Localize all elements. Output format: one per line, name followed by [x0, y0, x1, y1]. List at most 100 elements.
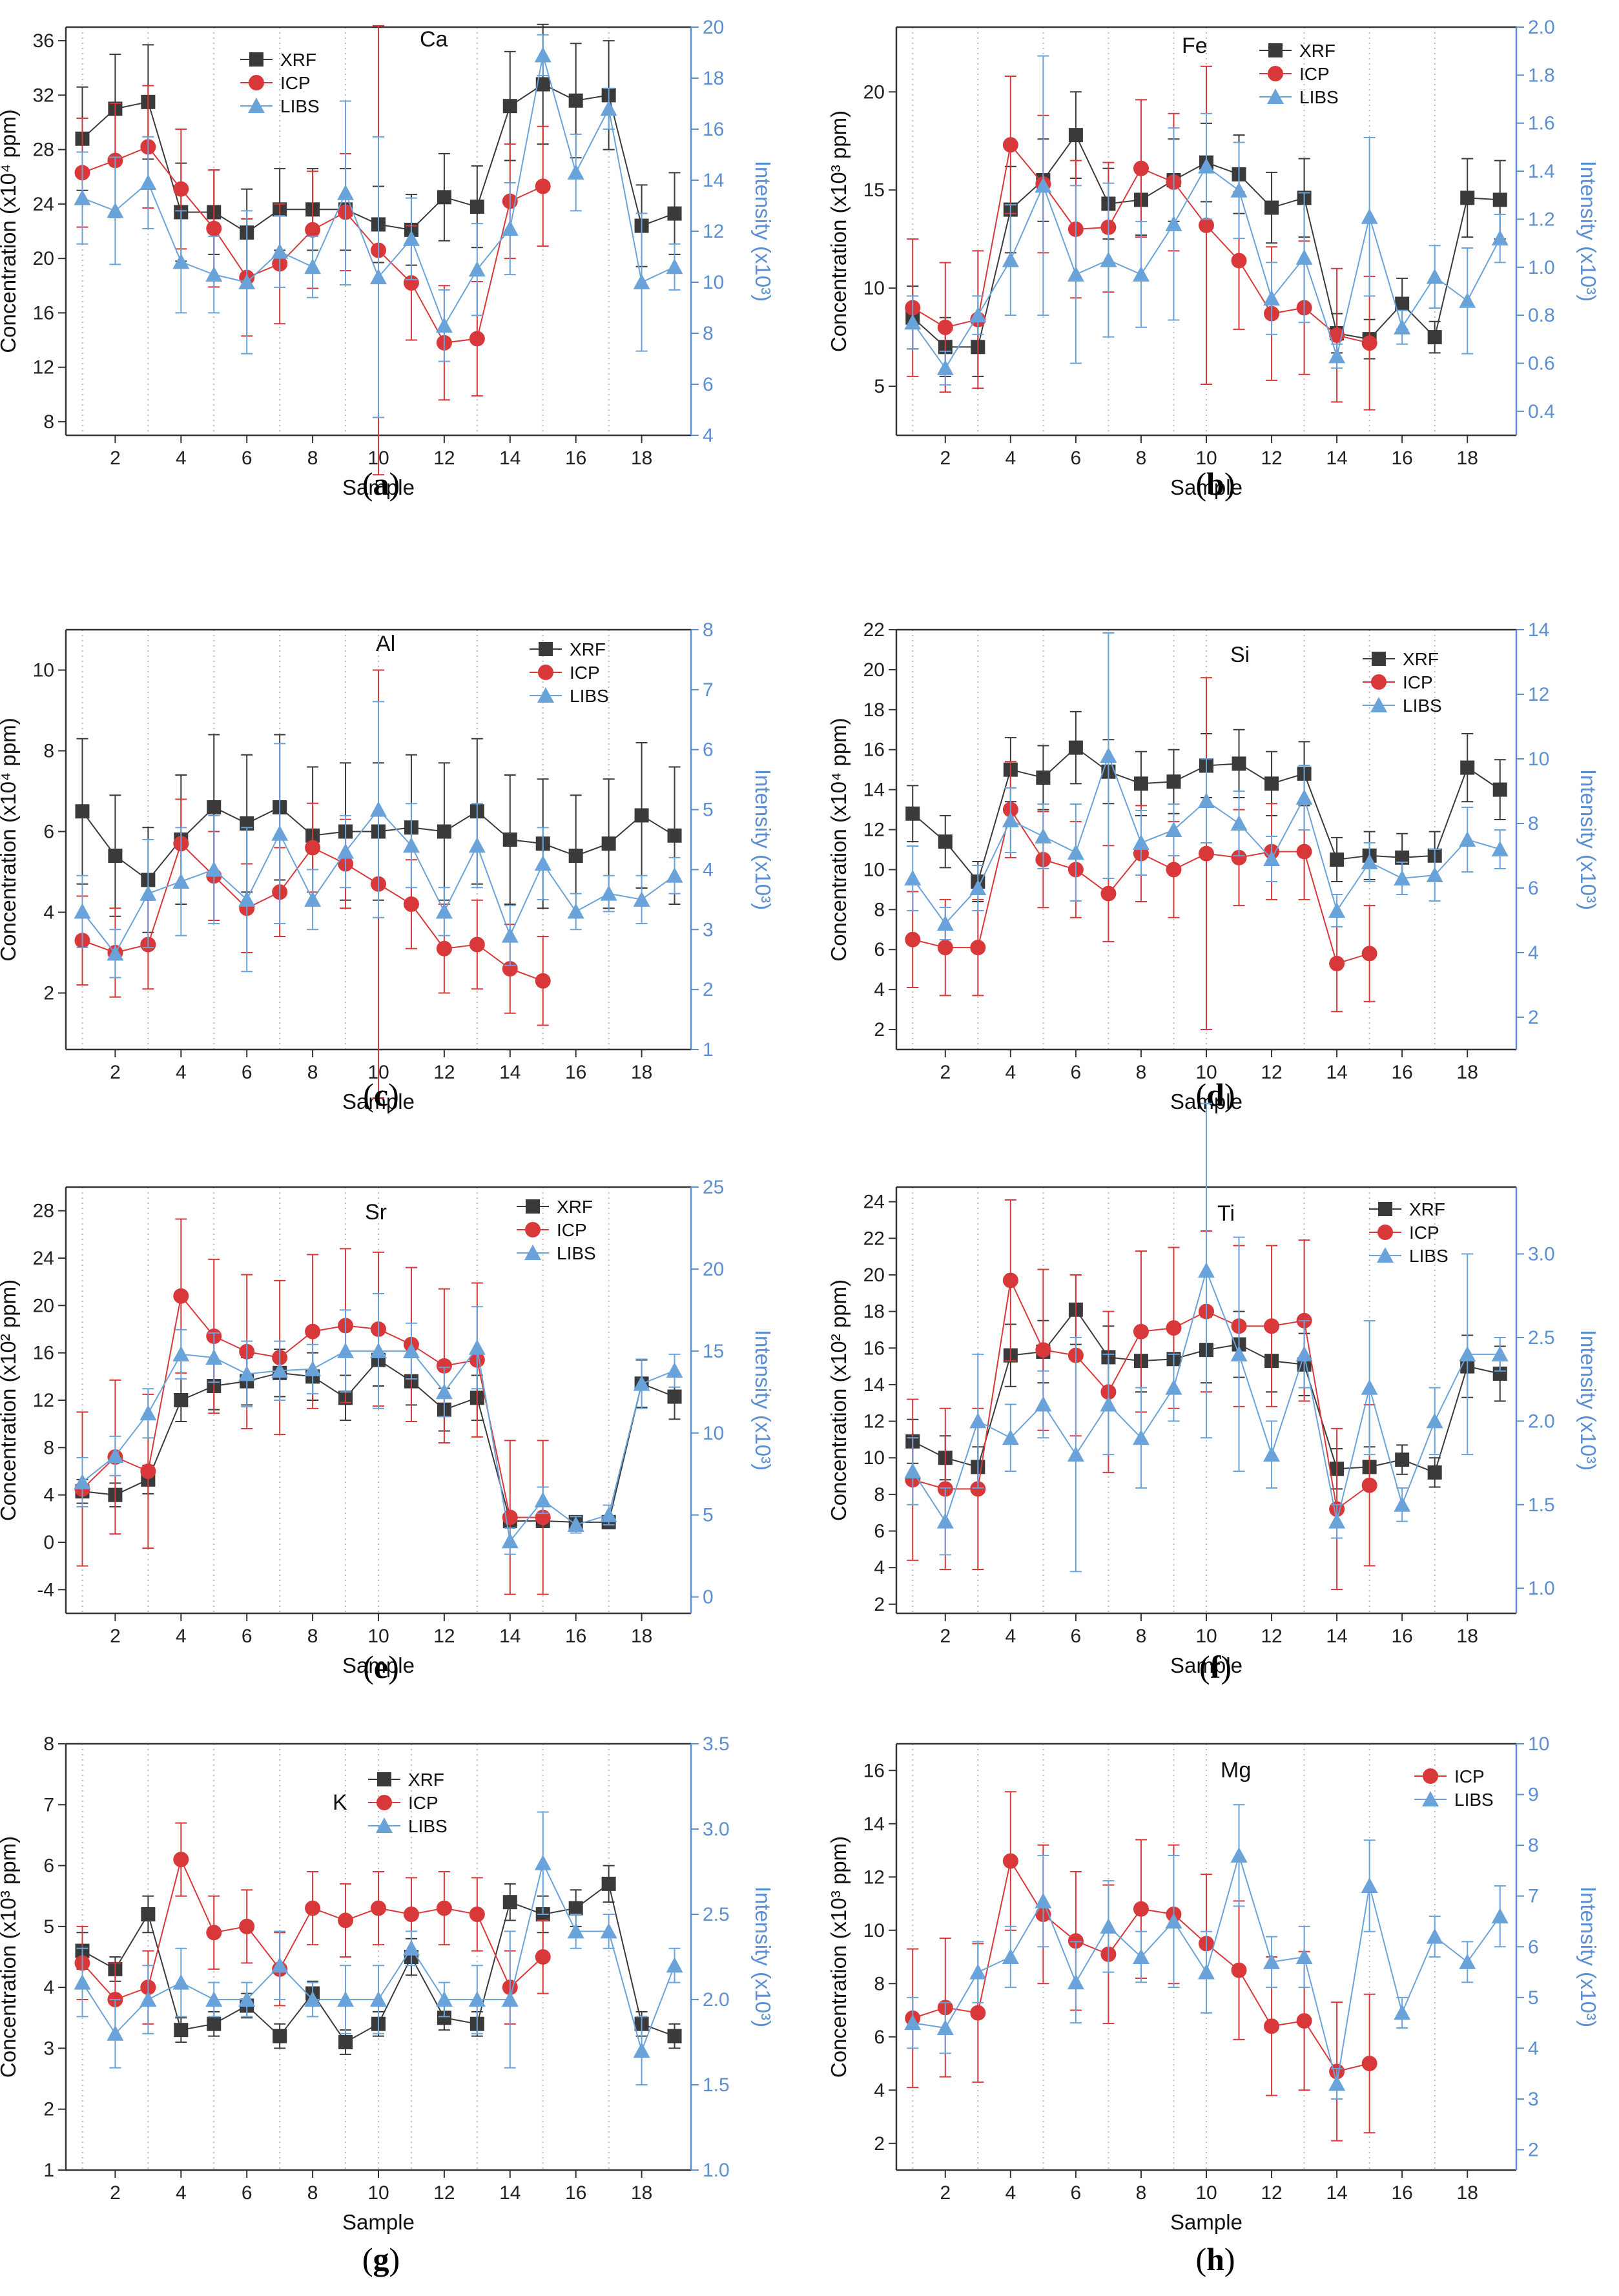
data-point: [370, 1991, 387, 2007]
legend-marker: [248, 98, 265, 113]
data-point: [633, 891, 650, 907]
data-point: [468, 1339, 486, 1355]
data-point: [1361, 335, 1377, 351]
legend-label: ICP: [408, 1793, 438, 1813]
legend-marker: [1370, 697, 1387, 712]
data-point: [969, 307, 987, 323]
y-tick-label: 32: [33, 85, 54, 106]
legend-label: ICP: [570, 663, 600, 683]
data-point: [1068, 128, 1083, 143]
y-tick-label: 2: [43, 2099, 54, 2120]
data-point: [1035, 828, 1052, 843]
data-point: [667, 1389, 682, 1404]
x-tick-label: 8: [307, 2182, 318, 2204]
x-tick-label: 12: [433, 448, 455, 469]
y2-tick-label: 3.0: [1528, 1244, 1555, 1265]
y-tick-label: 24: [33, 194, 54, 215]
series-libs: [74, 701, 683, 978]
data-point: [1133, 1323, 1149, 1339]
x-axis-title: Sample: [1170, 475, 1243, 499]
data-point: [633, 2042, 650, 2058]
y2-tick-label: 0.4: [1528, 401, 1555, 422]
data-point: [1198, 1262, 1215, 1278]
data-point: [1133, 1901, 1149, 1917]
y2-tick-label: 8: [703, 323, 714, 344]
data-point: [305, 1323, 321, 1339]
legend-marker: [1378, 1202, 1392, 1216]
data-point: [1100, 1396, 1117, 1412]
data-point: [1491, 230, 1509, 246]
y-tick-label: -4: [37, 1579, 54, 1600]
data-point: [206, 1925, 222, 1941]
data-point: [238, 274, 256, 289]
data-point: [534, 855, 552, 871]
x-tick-label: 6: [1071, 448, 1082, 469]
y2-tick-label: 10: [1528, 749, 1549, 770]
x-tick-label: 6: [242, 1062, 253, 1083]
y2-axis-title: Intensity (x10³): [751, 1330, 775, 1471]
panel-caption: (d): [1195, 1077, 1235, 1113]
y2-tick-label: 0.6: [1528, 353, 1555, 374]
panel-caption: (f): [1199, 1649, 1232, 1685]
element-label: Al: [376, 632, 395, 656]
x-tick-label: 18: [631, 2182, 652, 2204]
y-tick-label: 14: [863, 1814, 885, 1835]
y-tick-label: 4: [874, 979, 885, 1000]
legend-label: XRF: [557, 1197, 593, 1217]
data-point: [1459, 292, 1476, 308]
legend-label: XRF: [1299, 41, 1335, 61]
data-point: [1100, 251, 1117, 267]
data-point: [403, 1907, 419, 1922]
y2-tick-label: 15: [703, 1341, 724, 1362]
data-point: [1264, 200, 1279, 215]
x-tick-label: 18: [631, 1626, 652, 1647]
legend-label: LIBS: [1409, 1246, 1449, 1266]
y2-tick-label: 1.8: [1528, 65, 1555, 86]
data-point: [173, 1852, 189, 1868]
y2-tick-label: 5: [1528, 1987, 1539, 2009]
y2-tick-label: 7: [1528, 1886, 1539, 1907]
y2-tick-label: 1.0: [703, 2160, 730, 2181]
data-point: [402, 1342, 420, 1358]
x-tick-label: 4: [1005, 448, 1016, 469]
legend-label: XRF: [570, 639, 606, 659]
panel-caption: (c): [363, 1077, 399, 1113]
series-libs: [74, 1293, 683, 1555]
data-point: [172, 253, 190, 269]
legend-label: XRF: [1403, 649, 1439, 669]
y-tick-label: 22: [863, 1228, 885, 1249]
element-label: Mg: [1221, 1758, 1251, 1783]
data-point: [74, 189, 91, 205]
y2-tick-label: 1.2: [1528, 209, 1555, 230]
data-point: [1231, 849, 1247, 865]
data-point: [370, 269, 387, 285]
x-tick-label: 4: [176, 448, 187, 469]
legend-label: LIBS: [1403, 696, 1442, 716]
data-point: [1133, 160, 1149, 176]
y2-tick-label: 20: [703, 1259, 724, 1280]
chart-panel-g: 2 4 6 8 10 12 14 16 18123456781.01.52.02.53.03.5…: [0, 1733, 775, 2234]
y-tick-label: 12: [33, 357, 54, 378]
x-tick-label: 4: [1005, 1626, 1016, 1647]
data-point: [338, 2035, 353, 2049]
data-point: [1132, 265, 1150, 282]
y2-tick-label: 2.5: [703, 1904, 730, 1925]
data-point: [936, 915, 954, 931]
data-point: [1198, 1963, 1215, 1980]
data-point: [969, 1963, 987, 1980]
data-point: [1230, 1846, 1248, 1863]
data-point: [1100, 885, 1117, 902]
y2-tick-label: 0.8: [1528, 305, 1555, 326]
legend-label: LIBS: [1299, 87, 1339, 107]
x-tick-label: 4: [176, 1626, 187, 1647]
y-tick-label: 28: [33, 1201, 54, 1222]
data-point: [1067, 1974, 1084, 1990]
x-tick-label: 6: [1071, 2182, 1082, 2204]
y-tick-label: 20: [33, 1295, 54, 1316]
data-point: [173, 1288, 189, 1304]
data-point: [370, 801, 387, 817]
y2-tick-label: 5: [703, 800, 714, 821]
element-label: Sr: [365, 1200, 387, 1225]
x-tick-label: 8: [1136, 1062, 1147, 1083]
data-point: [205, 861, 223, 877]
